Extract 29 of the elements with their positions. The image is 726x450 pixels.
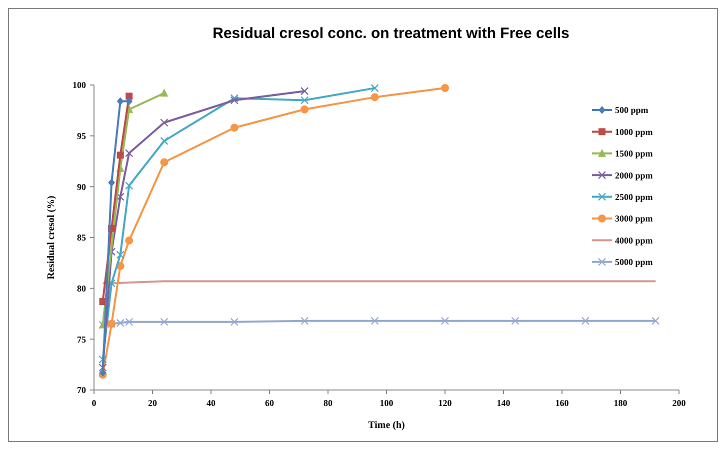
chart-title: Residual cresol conc. on treatment with Free cells [212, 25, 570, 42]
x-tick-label: 0 [92, 398, 97, 408]
x-tick-label: 120 [438, 398, 452, 408]
y-tick-label: 95 [77, 130, 86, 141]
x-tick-label: 40 [206, 398, 216, 408]
x-tick-label: 20 [148, 398, 158, 408]
x-tick-label: 200 [672, 398, 686, 408]
legend-label: 2500 ppm [615, 192, 654, 202]
y-tick-label: 75 [77, 334, 86, 344]
legend-label: 4000 ppm [615, 235, 654, 246]
y-tick-label: 100 [72, 80, 86, 90]
legend-label: 1000 ppm [615, 126, 654, 137]
x-tick-label: 80 [324, 398, 333, 408]
x-tick-label: 160 [555, 398, 570, 408]
y-tick-label: 70 [77, 385, 86, 396]
x-tick-label: 60 [265, 398, 274, 408]
x-axis-title: Time (h) [368, 420, 405, 431]
y-tick-label: 90 [77, 182, 86, 192]
y-tick-label: 85 [77, 232, 86, 243]
legend-label: 1500 ppm [615, 148, 654, 159]
legend-label: 500 ppm [615, 105, 649, 116]
x-tick-label: 140 [496, 398, 511, 408]
x-tick-label: 180 [614, 398, 628, 408]
y-tick-label: 80 [77, 283, 86, 294]
x-tick-label: 100 [380, 398, 394, 408]
legend-label: 2000 ppm [615, 170, 654, 180]
legend-label: 3000 ppm [615, 214, 654, 224]
y-axis-title: Residual cresol (%) [46, 196, 57, 280]
legend-label: 5000 ppm [615, 257, 654, 268]
